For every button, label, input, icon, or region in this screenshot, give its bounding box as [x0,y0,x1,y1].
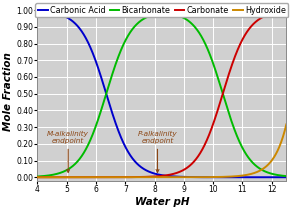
Hydroxide [284,123,288,126]
Bicarbonate [48,174,52,176]
Legend: Carbonic Acid, Bicarbonate, Carbonate, Hydroxide: Carbonic Acid, Bicarbonate, Carbonate, H… [35,4,288,17]
Carbonate [277,11,281,13]
Hydroxide [150,176,154,178]
Carbonic Acid [284,176,288,178]
Text: M-alkalinity
endpoint: M-alkalinity endpoint [47,130,89,172]
Bicarbonate [277,174,281,177]
X-axis label: Water pH: Water pH [135,197,189,206]
Hydroxide [232,175,235,178]
Carbonic Acid [277,176,281,178]
Carbonic Acid [48,11,52,13]
Carbonate [48,176,52,178]
Bicarbonate [157,13,160,15]
Carbonic Acid [157,173,160,176]
Line: Carbonate: Carbonate [38,11,286,177]
Bicarbonate [163,12,166,15]
Carbonate [36,176,39,178]
Hydroxide [36,176,39,178]
Hydroxide [277,146,281,149]
Carbonate [157,175,160,177]
Carbonic Acid [150,172,154,174]
Line: Carbonic Acid: Carbonic Acid [38,11,286,177]
Line: Hydroxide: Hydroxide [38,124,286,177]
Carbonic Acid [277,176,281,178]
Carbonate [150,175,154,178]
Text: P-alkalinity
endpoint: P-alkalinity endpoint [138,130,177,172]
Hydroxide [48,176,52,178]
Carbonic Acid [232,176,235,178]
Carbonate [284,10,288,13]
Bicarbonate [150,14,154,17]
Hydroxide [157,176,160,178]
Carbonate [277,11,281,13]
Hydroxide [277,146,281,148]
Line: Bicarbonate: Bicarbonate [38,13,286,176]
Bicarbonate [284,175,288,177]
Carbonic Acid [36,10,39,12]
Y-axis label: Mole Fraction: Mole Fraction [4,52,14,131]
Bicarbonate [232,126,235,128]
Carbonate [232,59,235,62]
Bicarbonate [36,175,39,178]
Bicarbonate [278,174,281,177]
